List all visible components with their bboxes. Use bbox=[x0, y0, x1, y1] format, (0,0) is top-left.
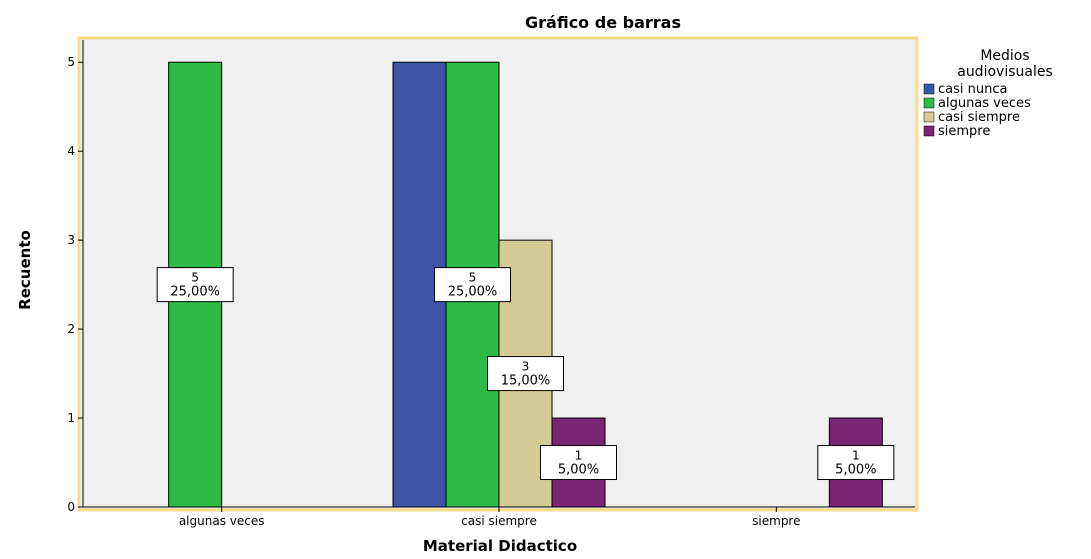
x-tick-label: algunas veces bbox=[179, 514, 265, 528]
y-tick-label: 1 bbox=[67, 411, 75, 425]
legend-swatch bbox=[923, 83, 935, 95]
chart-title: Gráfico de barras bbox=[525, 13, 681, 32]
data-label: 15,00% bbox=[501, 374, 551, 389]
y-axis-label: Recuento bbox=[16, 230, 34, 310]
legend-title: audiovisuales bbox=[957, 64, 1053, 80]
legend-swatch bbox=[923, 111, 935, 123]
x-axis-label: Material Didactico bbox=[423, 537, 577, 555]
data-label-box bbox=[434, 267, 511, 303]
legend-label: casi nunca bbox=[938, 82, 1007, 97]
data-label: 5 bbox=[191, 271, 199, 285]
legend-title: Medios bbox=[980, 48, 1029, 64]
data-label: 5 bbox=[469, 271, 477, 285]
legend-swatch bbox=[923, 125, 935, 137]
y-tick-label: 2 bbox=[67, 322, 75, 336]
data-label: 1 bbox=[852, 449, 860, 463]
data-label: 5,00% bbox=[558, 463, 599, 478]
legend-label: siempre bbox=[938, 124, 990, 139]
data-label-box bbox=[817, 445, 895, 481]
y-tick-label: 0 bbox=[67, 500, 75, 514]
data-label: 3 bbox=[522, 360, 530, 374]
data-label: 25,00% bbox=[448, 285, 498, 300]
y-tick-label: 5 bbox=[67, 55, 75, 69]
x-tick-label: casi siempre bbox=[461, 514, 537, 528]
x-tick-label: siempre bbox=[752, 514, 800, 528]
legend-label: casi siempre bbox=[938, 110, 1020, 125]
data-label-box bbox=[540, 445, 617, 481]
y-tick-label: 4 bbox=[67, 144, 75, 158]
data-label: 25,00% bbox=[170, 285, 220, 300]
data-label: 5,00% bbox=[835, 463, 876, 478]
legend-label: algunas veces bbox=[938, 96, 1031, 111]
data-label: 1 bbox=[575, 449, 583, 463]
legend-swatch bbox=[923, 97, 935, 109]
data-label-box bbox=[156, 267, 234, 303]
y-tick-label: 3 bbox=[67, 233, 75, 247]
data-label-box bbox=[487, 356, 564, 392]
